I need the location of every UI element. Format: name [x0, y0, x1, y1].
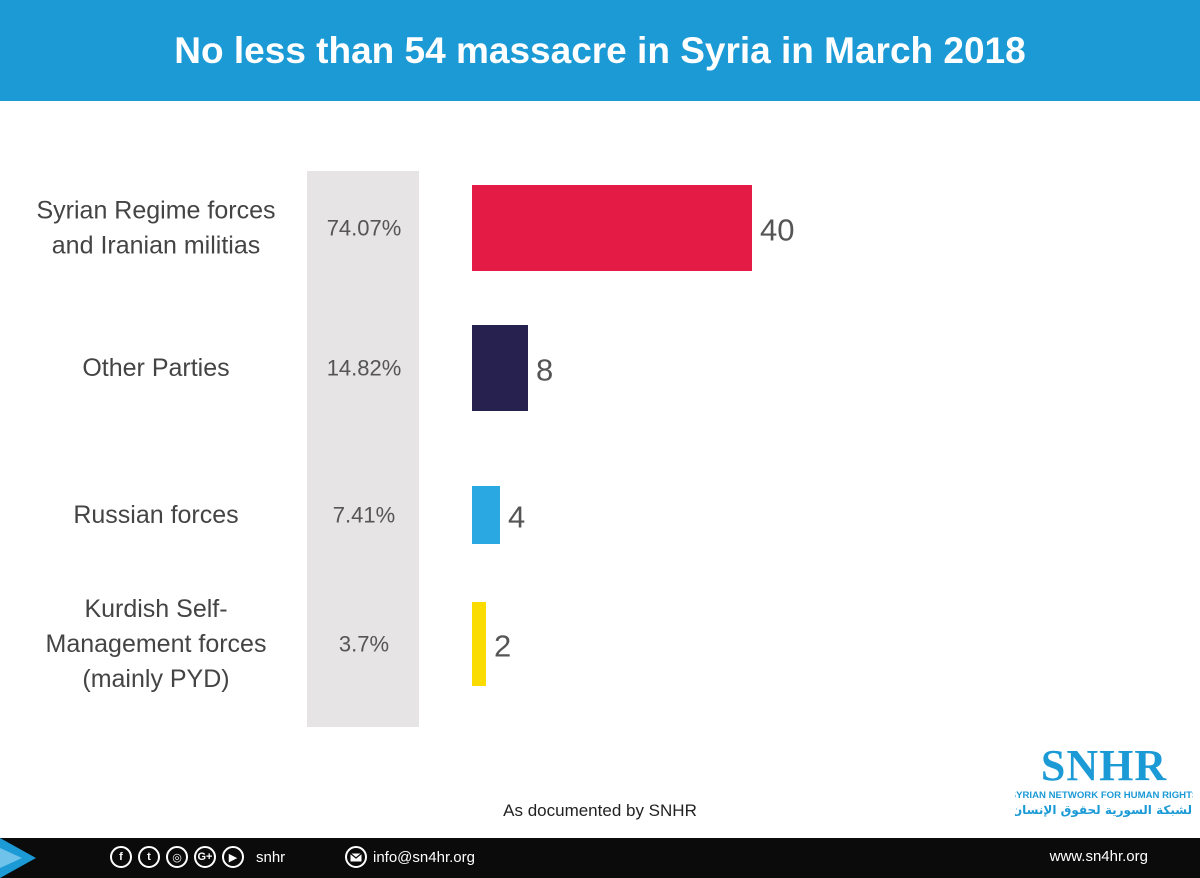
percentage-label: 7.41%	[333, 503, 395, 528]
svg-text:الشبكة السورية لحقوق الإنسان: الشبكة السورية لحقوق الإنسان	[1015, 803, 1193, 818]
chart-area: Syrian Regime forces and Iranian militias…	[0, 101, 1200, 838]
header-banner: No less than 54 massacre in Syria in Mar…	[0, 0, 1200, 101]
value-label: 2	[494, 629, 511, 664]
percentage-label: 74.07%	[327, 216, 402, 241]
footer-bar: f t ◎ G+ ▶ snhr info@sn4hr.org www.sn4hr…	[0, 838, 1200, 878]
value-label: 4	[508, 500, 525, 535]
category-label: Management forces	[46, 630, 267, 658]
website-link[interactable]: www.sn4hr.org	[1049, 848, 1148, 865]
bar	[472, 486, 500, 544]
social-handle[interactable]: snhr	[256, 848, 286, 866]
facebook-icon[interactable]: f	[110, 846, 132, 868]
bar	[472, 602, 486, 686]
value-label: 8	[536, 353, 553, 388]
category-label: Syrian Regime forces	[37, 197, 276, 225]
google-plus-icon[interactable]: G+	[194, 846, 216, 868]
snhr-logo: SNHR SYRIAN NETWORK FOR HUMAN RIGHTS الش…	[1015, 741, 1193, 818]
category-label: (mainly PYD)	[82, 665, 229, 693]
instagram-icon[interactable]: ◎	[166, 846, 188, 868]
youtube-icon[interactable]: ▶	[222, 846, 244, 868]
svg-text:SYRIAN NETWORK FOR HUMAN RIGHT: SYRIAN NETWORK FOR HUMAN RIGHTS	[1015, 790, 1193, 801]
twitter-icon[interactable]: t	[138, 846, 160, 868]
svg-text:SNHR: SNHR	[1041, 741, 1167, 790]
page-title: No less than 54 massacre in Syria in Mar…	[174, 29, 1026, 71]
social-links: f t ◎ G+ ▶ snhr	[110, 846, 285, 868]
percentage-column-background	[307, 171, 419, 727]
category-label: Russian forces	[73, 501, 238, 529]
percentage-label: 14.82%	[327, 356, 402, 381]
email-address[interactable]: info@sn4hr.org	[373, 848, 475, 866]
envelope-icon	[345, 846, 367, 868]
corner-decoration	[0, 838, 36, 878]
bar	[472, 185, 752, 271]
value-label: 40	[760, 213, 794, 248]
category-label: and Iranian militias	[52, 232, 260, 260]
email-contact[interactable]: info@sn4hr.org	[345, 846, 475, 868]
percentage-label: 3.7%	[339, 632, 389, 657]
source-note: As documented by SNHR	[503, 801, 697, 820]
category-label: Kurdish Self-	[84, 595, 227, 623]
category-label: Other Parties	[82, 354, 229, 382]
bar	[472, 325, 528, 411]
bar-chart: Syrian Regime forces and Iranian militias…	[37, 171, 794, 727]
